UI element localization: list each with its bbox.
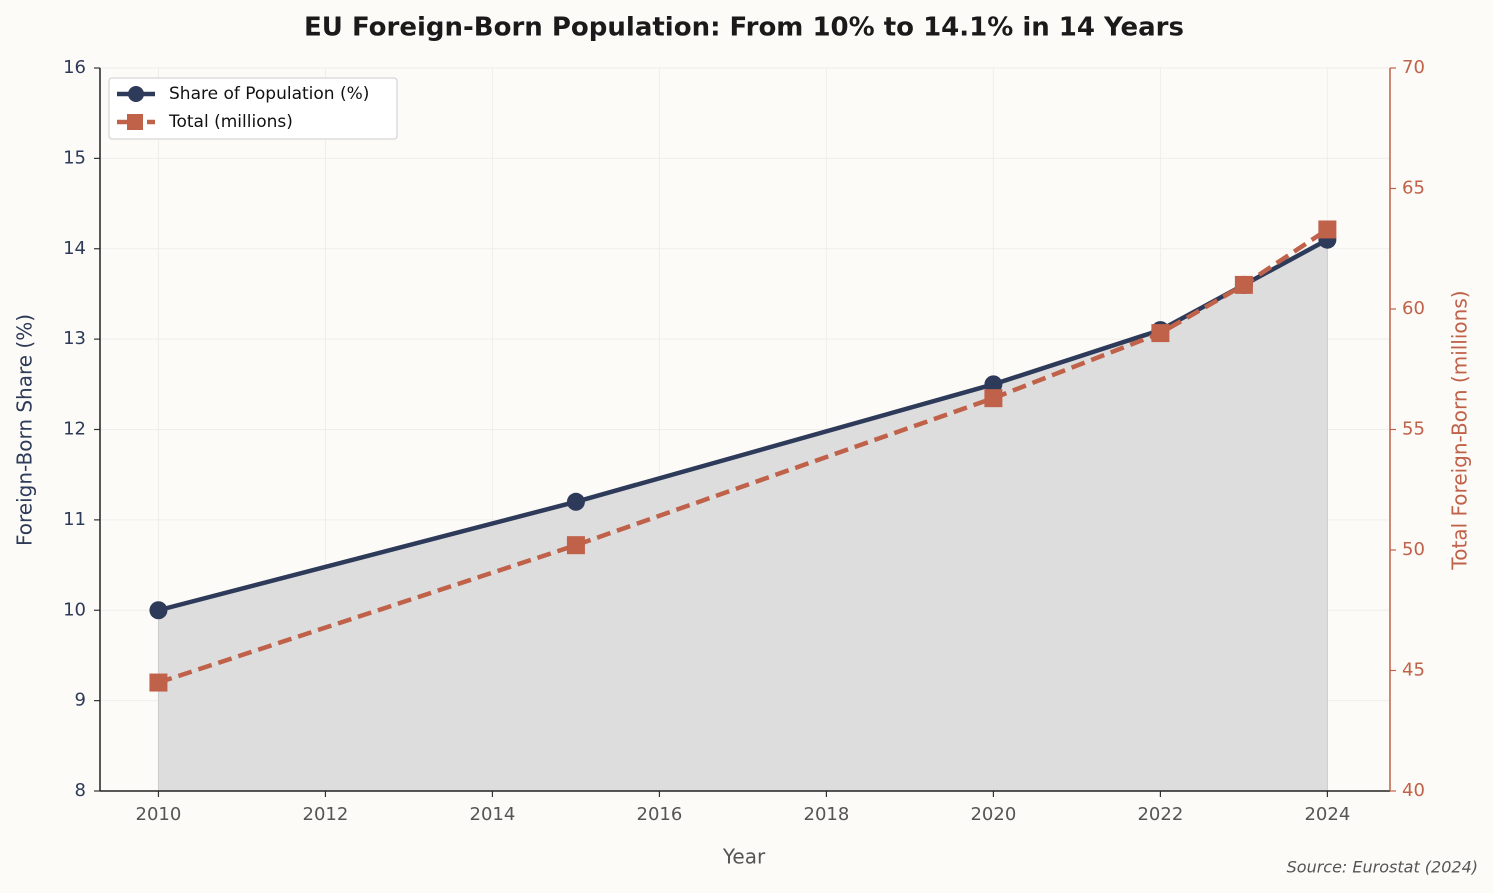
y2-tick-label: 70 — [1402, 57, 1425, 78]
point — [1318, 220, 1337, 239]
line — [157, 237, 1329, 613]
x-tick-label: 2020 — [970, 804, 1016, 825]
y-tick-label: 11 — [63, 509, 86, 530]
y2-tick-label: 65 — [1402, 178, 1425, 199]
y2-tick-label: 55 — [1402, 419, 1425, 440]
x-tick-label: 2010 — [136, 804, 182, 825]
legend-box — [108, 77, 398, 140]
y-tick-label: 15 — [63, 147, 86, 168]
point — [1151, 324, 1170, 343]
y2-tick-label: 45 — [1402, 660, 1425, 681]
point — [984, 375, 1003, 394]
x-tick-label: 2018 — [804, 804, 850, 825]
x-tick-label: 2012 — [303, 804, 349, 825]
y-tick-label: 12 — [63, 419, 86, 440]
point — [1234, 275, 1253, 294]
y-tick-label: 13 — [63, 328, 86, 349]
line — [157, 227, 1329, 685]
point — [149, 601, 168, 620]
source-note: Source: Eurostat (2024) — [1287, 858, 1478, 877]
x-tick-label: 2024 — [1304, 804, 1350, 825]
y2-axis-label: Total Foreign-Born (millions) — [1448, 290, 1472, 570]
legend-label: Total (millions) — [168, 112, 293, 132]
chart-title: EU Foreign-Born Population: From 10% to … — [304, 13, 1184, 43]
y-tick-label: 8 — [75, 780, 86, 801]
y-tick-label: 10 — [63, 599, 86, 620]
point — [984, 389, 1003, 408]
legend-label: Share of Population (%) — [169, 84, 369, 104]
y2-tick-label: 60 — [1402, 298, 1425, 319]
legend-marker — [127, 114, 143, 130]
y-tick-label: 9 — [75, 690, 86, 711]
y-axis-label: Foreign-Born Share (%) — [13, 314, 37, 546]
x-tick-label: 2022 — [1137, 804, 1183, 825]
legend-marker — [128, 86, 144, 102]
y2-tick-label: 50 — [1402, 539, 1425, 560]
y-tick-label: 14 — [63, 238, 86, 259]
point — [149, 673, 168, 692]
point — [566, 536, 585, 555]
point — [566, 492, 585, 511]
y-tick-label: 16 — [63, 57, 86, 78]
y2-tick-label: 40 — [1402, 780, 1425, 801]
x-tick-label: 2014 — [470, 804, 516, 825]
x-tick-label: 2016 — [637, 804, 683, 825]
x-axis-label: Year — [722, 845, 766, 869]
